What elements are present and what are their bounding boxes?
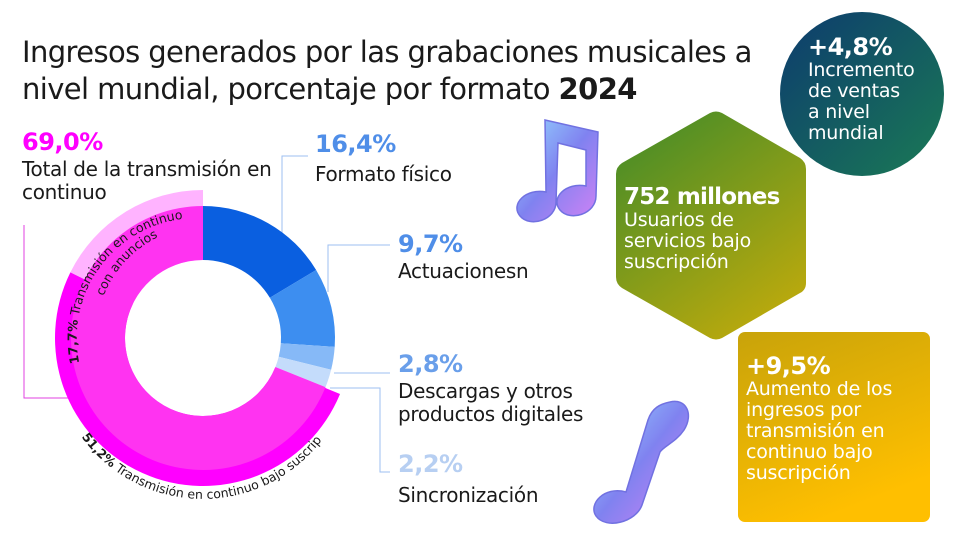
music-notes-icon xyxy=(517,120,598,222)
callout-streaming-pct: 69,0% xyxy=(22,128,292,156)
stat-revenue: +9,5% Aumento de los ingresos por transm… xyxy=(746,353,928,484)
callout-performance-pct: 9,7% xyxy=(398,230,528,258)
callout-physical: 16,4% Formato físico xyxy=(315,130,452,186)
callout-sync: 2,2% Sincronización xyxy=(398,450,538,507)
callout-sync-label: Sincronización xyxy=(398,484,538,507)
stat-increase-line1: Incremento xyxy=(808,60,948,81)
stat-users-line3: suscripción xyxy=(624,252,808,273)
stat-revenue-line2: ingresos por xyxy=(746,400,928,421)
stat-increase-line4: mundial xyxy=(808,123,948,144)
stat-revenue-value: +9,5% xyxy=(746,353,928,379)
stat-increase-line3: a nivel xyxy=(808,102,948,123)
callout-downloads: 2,8% Descargas y otros productos digital… xyxy=(398,350,583,426)
stat-users-line2: servicios bajo xyxy=(624,231,808,252)
callout-streaming-label: Total de la transmisión en continuo xyxy=(22,158,280,204)
callout-physical-pct: 16,4% xyxy=(315,130,452,158)
music-note-icon xyxy=(594,401,689,523)
callout-physical-label: Formato físico xyxy=(315,163,452,186)
stat-increase-line2: de ventas xyxy=(808,81,948,102)
stat-revenue-line4: continuo bajo xyxy=(746,442,928,463)
callout-streaming: 69,0% Total de la transmisión en continu… xyxy=(22,128,292,204)
stat-users: 752 millones Usuarios de servicios bajo … xyxy=(624,184,808,273)
stat-increase-value: +4,8% xyxy=(808,34,948,60)
callout-performance-label: Actuacionesn xyxy=(398,260,528,283)
stat-revenue-line3: transmisión en xyxy=(746,421,928,442)
callout-performance: 9,7% Actuacionesn xyxy=(398,230,528,283)
stat-increase: +4,8% Incremento de ventas a nivel mundi… xyxy=(808,34,948,144)
stat-users-line1: Usuarios de xyxy=(624,210,808,231)
stat-users-value: 752 millones xyxy=(624,184,808,210)
callout-downloads-pct: 2,8% xyxy=(398,350,583,378)
leader-line-performance xyxy=(328,245,390,292)
stat-revenue-line5: suscripción xyxy=(746,463,928,484)
callout-downloads-label-2: productos digitales xyxy=(398,403,583,426)
leader-line-sync xyxy=(330,388,390,472)
stat-revenue-line1: Aumento de los xyxy=(746,379,928,400)
callout-sync-pct: 2,2% xyxy=(398,450,538,478)
callout-downloads-label-1: Descargas y otros xyxy=(398,380,583,403)
